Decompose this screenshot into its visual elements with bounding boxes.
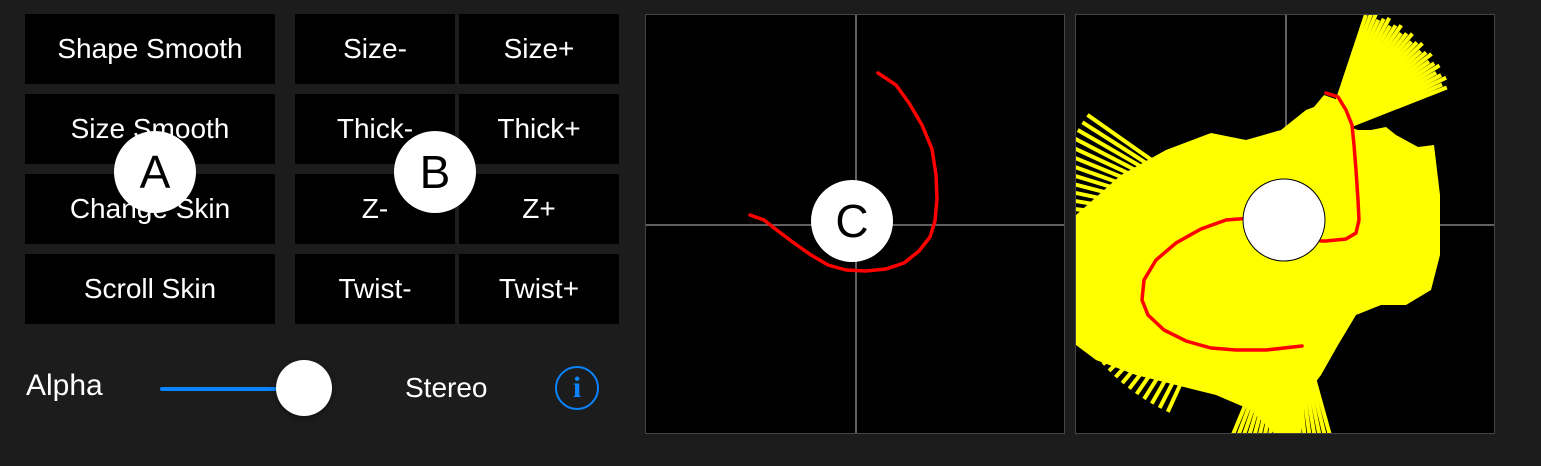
stereo-toggle[interactable]: Stereo (405, 372, 488, 403)
skin-body (1076, 95, 1440, 433)
skin-preview-canvas (1076, 15, 1494, 433)
twist-minus-button[interactable]: Twist- (295, 254, 455, 324)
twist-plus-button[interactable]: Twist+ (459, 254, 619, 324)
scroll-skin-button[interactable]: Scroll Skin (25, 254, 275, 324)
alpha-label: Alpha (26, 369, 103, 402)
skin-preview-viewport[interactable] (1075, 14, 1495, 434)
marker-a: A (114, 131, 196, 213)
thick-plus-button[interactable]: Thick+ (459, 94, 619, 164)
center-handle[interactable] (1242, 178, 1326, 262)
info-icon[interactable]: i (555, 366, 599, 410)
shape-smooth-button[interactable]: Shape Smooth (25, 14, 275, 84)
alpha-slider-thumb[interactable] (276, 360, 332, 416)
alpha-slider-track[interactable] (160, 387, 304, 391)
size-plus-button[interactable]: Size+ (459, 14, 619, 84)
z-plus-button[interactable]: Z+ (459, 174, 619, 244)
skin-curve-upper (1319, 91, 1361, 243)
marker-b: B (394, 131, 476, 213)
size-minus-button[interactable]: Size- (295, 14, 455, 84)
marker-c: C (811, 180, 893, 262)
profile-curve[interactable] (748, 71, 939, 273)
skin-curve-lower (1140, 216, 1304, 352)
